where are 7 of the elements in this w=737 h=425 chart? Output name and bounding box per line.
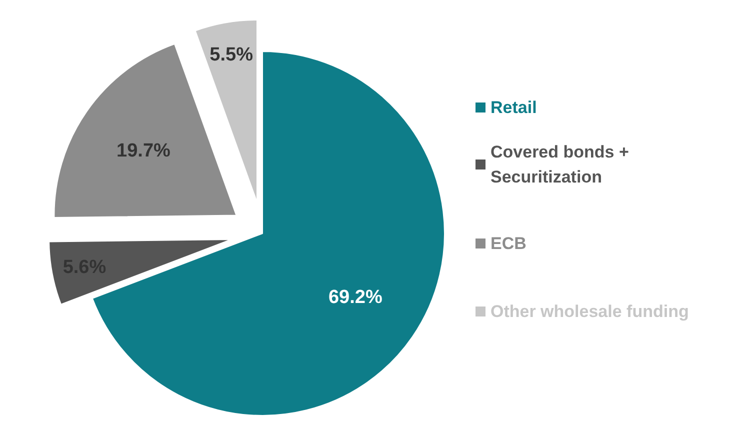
legend-label: Other wholesale funding — [490, 302, 689, 321]
data-label: 69.2% — [328, 287, 382, 308]
data-label: 19.7% — [116, 140, 171, 162]
data-label: 5.5% — [210, 44, 254, 66]
legend-label: Retail — [490, 98, 537, 117]
legend-label: Covered bonds + Securitization — [490, 142, 629, 186]
legend-label: ECB — [490, 234, 526, 253]
